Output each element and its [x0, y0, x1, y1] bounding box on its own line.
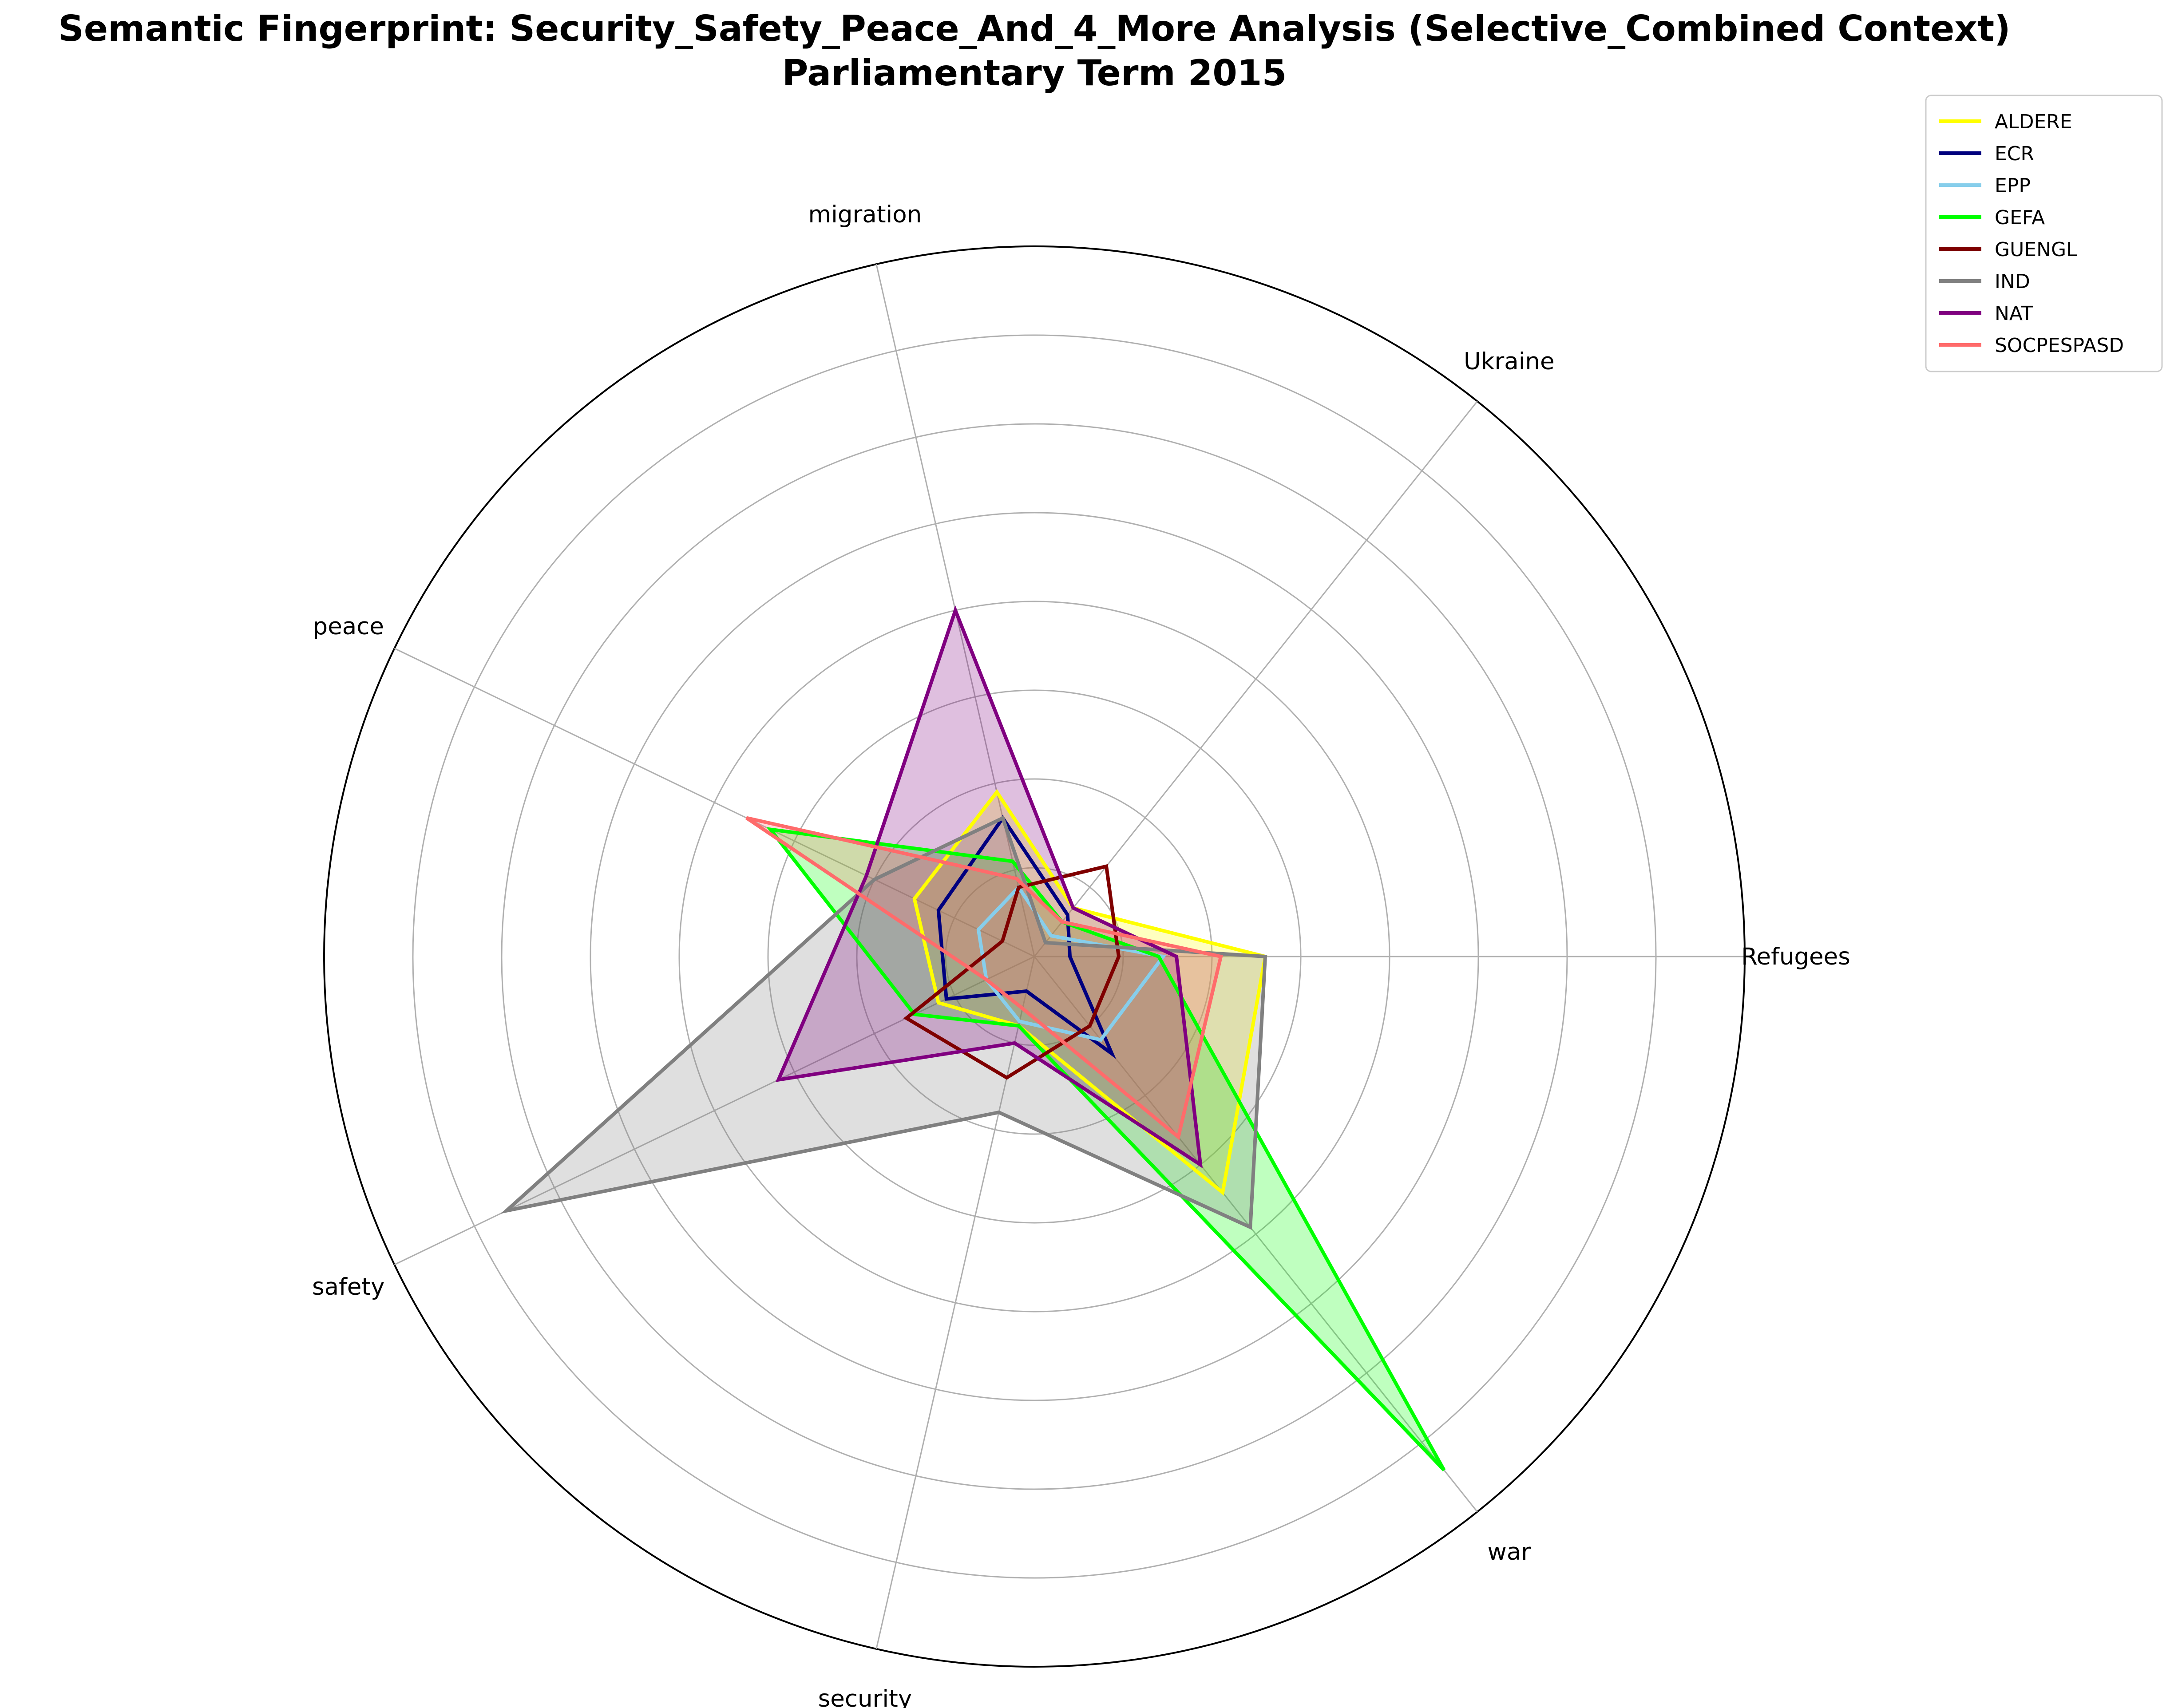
spoke-line [875, 956, 1035, 1649]
axis-labels: Refugees Ukraine migration peace safety secur… [312, 201, 1850, 1708]
series-line-aldere [912, 789, 1267, 1196]
series-line-socpespasd [745, 816, 1223, 1140]
axis-label-refugees: Refugees [1741, 943, 1850, 970]
axis-label-peace: peace [313, 613, 384, 640]
series-area-aldere [914, 792, 1265, 1193]
axis-label-ukraine: Ukraine [1464, 348, 1555, 375]
axis-label-migration: migration [808, 201, 922, 228]
legend-label-ecr: ECR [1995, 142, 2034, 165]
axis-label-security: security [818, 1685, 912, 1708]
chart-title-line-2: Parliamentary Term 2015 [782, 52, 1287, 94]
chart-title-line-1: Semantic Fingerprint: Security_Safety_Pe… [58, 8, 2010, 49]
series-line-nat [775, 605, 1203, 1169]
series-line-epp [976, 884, 1167, 1042]
legend-label-socpespasd: SOCPESPASD [1995, 334, 2124, 357]
radar-series [500, 605, 1446, 1471]
legend: ALDERE ECR EPP GEFA GUENGL IND NAT SOCPESPASD [1925, 95, 2163, 372]
legend-label-nat: NAT [1995, 302, 2033, 325]
series-line-guengl [903, 864, 1121, 1080]
legend-label-ind: IND [1995, 270, 2030, 293]
legend-label-guengl: GUENGL [1995, 238, 2077, 261]
spoke-line [1034, 401, 1478, 957]
legend-label-gefa: GEFA [1995, 206, 2045, 229]
series-area-nat [778, 610, 1201, 1165]
legend-label-epp: EPP [1995, 174, 2031, 197]
series-line-ecr [936, 814, 1117, 1059]
axis-label-war: war [1487, 1538, 1531, 1566]
legend-label-aldere: ALDERE [1995, 111, 2072, 133]
legend-box [1925, 95, 2163, 372]
series-area-gefa [770, 829, 1444, 1471]
series-area-ind [506, 818, 1265, 1227]
spoke-line [394, 648, 1035, 957]
axis-label-safety: safety [312, 1273, 385, 1301]
radar-grid [323, 245, 1746, 1668]
series-line-ind [500, 815, 1267, 1230]
